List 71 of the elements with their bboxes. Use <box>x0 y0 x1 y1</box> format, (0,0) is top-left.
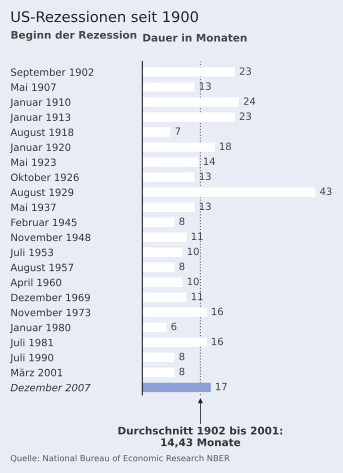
y-tick-label: September 1902 <box>11 68 94 78</box>
bar <box>142 322 166 332</box>
y-axis-title: Beginn der Rezession <box>12 30 136 41</box>
y-tick-label: April 1960 <box>10 278 62 288</box>
bar <box>142 112 235 122</box>
y-tick-label: Dezember 1969 <box>11 294 90 302</box>
bar <box>142 97 239 107</box>
bar <box>142 232 187 242</box>
data-label: 8 <box>179 262 184 270</box>
data-label: 8 <box>179 368 184 376</box>
data-label: 7 <box>176 128 180 135</box>
bar <box>142 127 171 137</box>
data-label: 13 <box>200 202 211 210</box>
data-label: 23 <box>240 67 251 75</box>
bar <box>142 218 175 227</box>
data-label: 23 <box>240 112 251 120</box>
y-tick-label: März 2001 <box>11 368 62 376</box>
bar <box>142 82 195 92</box>
data-label: 13 <box>200 82 211 90</box>
bar <box>142 352 175 362</box>
bar <box>142 157 199 167</box>
bar <box>142 67 235 77</box>
data-label: 11 <box>192 232 203 240</box>
bar <box>142 142 215 152</box>
chart-title: US-Rezessionen seit 1900 <box>12 10 198 22</box>
data-label: 43 <box>320 188 332 196</box>
bar <box>142 172 195 182</box>
bar <box>142 202 195 212</box>
y-tick-label: August 1929 <box>10 188 74 198</box>
data-label: 8 <box>179 352 184 360</box>
data-label: 14 <box>204 158 216 165</box>
data-label: 6 <box>171 322 176 330</box>
data-label: 24 <box>244 97 256 105</box>
y-tick-label: November 1973 <box>11 308 90 316</box>
data-label: 16 <box>212 338 223 346</box>
bar <box>142 308 207 317</box>
y-tick-label: Oktober 1926 <box>10 173 79 182</box>
data-label: 10 <box>188 278 199 286</box>
y-tick-label: Januar 1920 <box>10 143 70 153</box>
y-tick-label: November 1948 <box>11 233 90 242</box>
y-tick-label: Juli 1990 <box>10 354 54 364</box>
y-tick-label: August 1918 <box>10 128 74 138</box>
bar <box>142 338 207 348</box>
data-label: 16 <box>212 308 223 316</box>
bar <box>142 278 183 287</box>
data-label: 17 <box>216 382 227 390</box>
bar <box>142 292 187 302</box>
y-tick-label: August 1957 <box>10 264 74 274</box>
bar <box>142 188 316 197</box>
y-tick-label: Januar 1913 <box>10 113 70 123</box>
data-label: 11 <box>192 292 203 300</box>
bar <box>142 262 175 272</box>
ref-line-label: Durchschnitt 1902 bis 2001: 14,43 Monate <box>118 426 282 448</box>
data-label: 10 <box>188 248 199 256</box>
data-label: 8 <box>179 218 184 226</box>
y-tick-label: Juli 1981 <box>10 338 53 348</box>
y-tick-label: Dezember 2007 <box>10 384 91 392</box>
x-axis-title: Dauer in Monaten <box>143 34 246 42</box>
bar <box>142 248 183 257</box>
y-tick-label: Januar 1910 <box>10 98 70 108</box>
y-tick-label: Februar 1945 <box>11 218 77 226</box>
y-tick-label: Mai 1937 <box>11 203 56 212</box>
bar <box>142 368 175 378</box>
y-tick-label: Mai 1907 <box>11 83 56 91</box>
data-label: 18 <box>220 142 231 150</box>
y-tick-label: Januar 1980 <box>10 324 70 334</box>
y-tick-label: Juli 1953 <box>10 248 54 258</box>
data-label: 13 <box>200 172 211 180</box>
bar <box>142 382 211 392</box>
source-note: Quelle: National Bureau of Economic Research NBER <box>10 454 230 462</box>
y-tick-label: Mai 1923 <box>11 158 56 166</box>
